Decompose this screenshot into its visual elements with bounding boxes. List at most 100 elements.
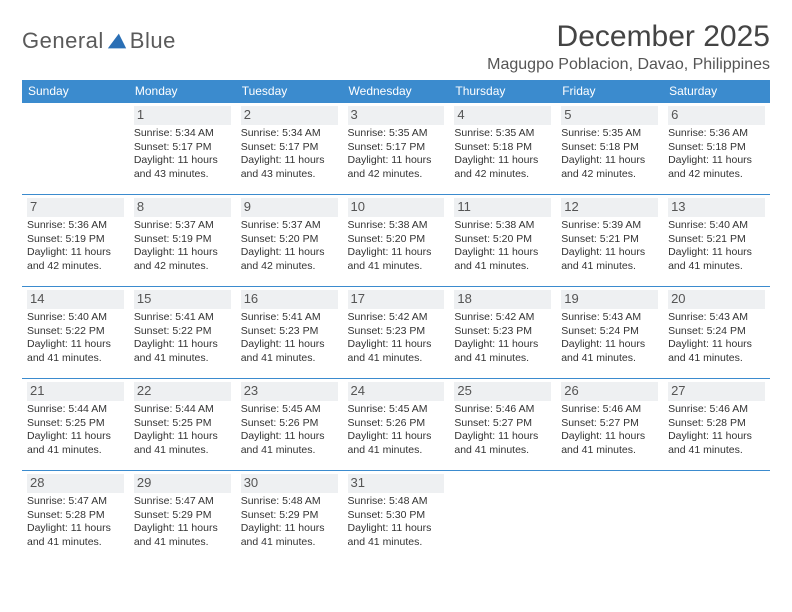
daylight-text: and 41 minutes. (134, 352, 231, 366)
daylight-text: and 41 minutes. (561, 352, 658, 366)
daylight-text: Daylight: 11 hours (241, 430, 338, 444)
sunrise-text: Sunrise: 5:40 AM (27, 311, 124, 325)
daylight-text: and 41 minutes. (27, 444, 124, 458)
calendar-cell: 24Sunrise: 5:45 AMSunset: 5:26 PMDayligh… (343, 379, 450, 471)
calendar-head: SundayMondayTuesdayWednesdayThursdayFrid… (22, 80, 770, 103)
sunrise-text: Sunrise: 5:46 AM (668, 403, 765, 417)
sunset-text: Sunset: 5:22 PM (27, 325, 124, 339)
daylight-text: and 41 minutes. (454, 444, 551, 458)
sunrise-text: Sunrise: 5:34 AM (134, 127, 231, 141)
sunset-text: Sunset: 5:27 PM (561, 417, 658, 431)
day-number: 18 (454, 290, 551, 309)
sunrise-text: Sunrise: 5:38 AM (454, 219, 551, 233)
calendar-cell: 16Sunrise: 5:41 AMSunset: 5:23 PMDayligh… (236, 287, 343, 379)
calendar-cell: 22Sunrise: 5:44 AMSunset: 5:25 PMDayligh… (129, 379, 236, 471)
header: General Blue December 2025 Magugpo Pobla… (22, 20, 770, 74)
day-header-row: SundayMondayTuesdayWednesdayThursdayFrid… (22, 80, 770, 103)
daylight-text: Daylight: 11 hours (134, 522, 231, 536)
sunset-text: Sunset: 5:28 PM (27, 509, 124, 523)
calendar-cell (663, 471, 770, 563)
day-header: Friday (556, 80, 663, 103)
daylight-text: and 42 minutes. (241, 260, 338, 274)
sunset-text: Sunset: 5:18 PM (561, 141, 658, 155)
day-number: 28 (27, 474, 124, 493)
daylight-text: Daylight: 11 hours (561, 154, 658, 168)
day-number: 26 (561, 382, 658, 401)
daylight-text: Daylight: 11 hours (27, 522, 124, 536)
sunrise-text: Sunrise: 5:44 AM (27, 403, 124, 417)
calendar-week-row: 1Sunrise: 5:34 AMSunset: 5:17 PMDaylight… (22, 103, 770, 195)
daylight-text: and 41 minutes. (134, 536, 231, 550)
sunset-text: Sunset: 5:17 PM (241, 141, 338, 155)
sunset-text: Sunset: 5:25 PM (27, 417, 124, 431)
day-number: 2 (241, 106, 338, 125)
day-number: 16 (241, 290, 338, 309)
sunrise-text: Sunrise: 5:46 AM (454, 403, 551, 417)
sunrise-text: Sunrise: 5:45 AM (348, 403, 445, 417)
daylight-text: and 41 minutes. (348, 352, 445, 366)
calendar-cell: 2Sunrise: 5:34 AMSunset: 5:17 PMDaylight… (236, 103, 343, 195)
sunrise-text: Sunrise: 5:36 AM (27, 219, 124, 233)
calendar-cell: 19Sunrise: 5:43 AMSunset: 5:24 PMDayligh… (556, 287, 663, 379)
calendar-week-row: 7Sunrise: 5:36 AMSunset: 5:19 PMDaylight… (22, 195, 770, 287)
daylight-text: and 43 minutes. (241, 168, 338, 182)
sunrise-text: Sunrise: 5:43 AM (668, 311, 765, 325)
sunrise-text: Sunrise: 5:48 AM (241, 495, 338, 509)
calendar-cell: 10Sunrise: 5:38 AMSunset: 5:20 PMDayligh… (343, 195, 450, 287)
sunrise-text: Sunrise: 5:35 AM (454, 127, 551, 141)
daylight-text: Daylight: 11 hours (27, 246, 124, 260)
sunset-text: Sunset: 5:29 PM (241, 509, 338, 523)
sunset-text: Sunset: 5:21 PM (668, 233, 765, 247)
day-number: 25 (454, 382, 551, 401)
day-number: 21 (27, 382, 124, 401)
calendar-cell: 27Sunrise: 5:46 AMSunset: 5:28 PMDayligh… (663, 379, 770, 471)
daylight-text: and 41 minutes. (241, 536, 338, 550)
sunset-text: Sunset: 5:30 PM (348, 509, 445, 523)
title-block: December 2025 Magugpo Poblacion, Davao, … (487, 20, 770, 74)
daylight-text: and 41 minutes. (241, 352, 338, 366)
daylight-text: Daylight: 11 hours (241, 338, 338, 352)
sunrise-text: Sunrise: 5:44 AM (134, 403, 231, 417)
calendar-cell: 21Sunrise: 5:44 AMSunset: 5:25 PMDayligh… (22, 379, 129, 471)
sunrise-text: Sunrise: 5:36 AM (668, 127, 765, 141)
sunrise-text: Sunrise: 5:41 AM (134, 311, 231, 325)
daylight-text: and 41 minutes. (348, 260, 445, 274)
daylight-text: and 41 minutes. (668, 444, 765, 458)
sunrise-text: Sunrise: 5:42 AM (454, 311, 551, 325)
day-number: 17 (348, 290, 445, 309)
sunrise-text: Sunrise: 5:47 AM (27, 495, 124, 509)
daylight-text: Daylight: 11 hours (241, 154, 338, 168)
daylight-text: Daylight: 11 hours (348, 522, 445, 536)
calendar-cell: 20Sunrise: 5:43 AMSunset: 5:24 PMDayligh… (663, 287, 770, 379)
calendar-week-row: 21Sunrise: 5:44 AMSunset: 5:25 PMDayligh… (22, 379, 770, 471)
daylight-text: and 41 minutes. (454, 352, 551, 366)
sunset-text: Sunset: 5:20 PM (348, 233, 445, 247)
calendar-cell: 25Sunrise: 5:46 AMSunset: 5:27 PMDayligh… (449, 379, 556, 471)
day-number: 5 (561, 106, 658, 125)
daylight-text: Daylight: 11 hours (134, 154, 231, 168)
sunset-text: Sunset: 5:23 PM (454, 325, 551, 339)
day-number: 8 (134, 198, 231, 217)
daylight-text: Daylight: 11 hours (134, 338, 231, 352)
daylight-text: Daylight: 11 hours (668, 338, 765, 352)
sunset-text: Sunset: 5:23 PM (348, 325, 445, 339)
calendar-cell (449, 471, 556, 563)
daylight-text: and 42 minutes. (561, 168, 658, 182)
sunrise-text: Sunrise: 5:38 AM (348, 219, 445, 233)
sunset-text: Sunset: 5:25 PM (134, 417, 231, 431)
daylight-text: and 41 minutes. (134, 444, 231, 458)
sunrise-text: Sunrise: 5:40 AM (668, 219, 765, 233)
day-number: 27 (668, 382, 765, 401)
day-header: Saturday (663, 80, 770, 103)
daylight-text: and 42 minutes. (348, 168, 445, 182)
daylight-text: and 43 minutes. (134, 168, 231, 182)
day-number: 6 (668, 106, 765, 125)
calendar-cell: 6Sunrise: 5:36 AMSunset: 5:18 PMDaylight… (663, 103, 770, 195)
daylight-text: and 41 minutes. (454, 260, 551, 274)
calendar-cell: 18Sunrise: 5:42 AMSunset: 5:23 PMDayligh… (449, 287, 556, 379)
sunrise-text: Sunrise: 5:45 AM (241, 403, 338, 417)
calendar-cell: 14Sunrise: 5:40 AMSunset: 5:22 PMDayligh… (22, 287, 129, 379)
calendar-cell: 1Sunrise: 5:34 AMSunset: 5:17 PMDaylight… (129, 103, 236, 195)
daylight-text: Daylight: 11 hours (454, 246, 551, 260)
daylight-text: Daylight: 11 hours (134, 246, 231, 260)
